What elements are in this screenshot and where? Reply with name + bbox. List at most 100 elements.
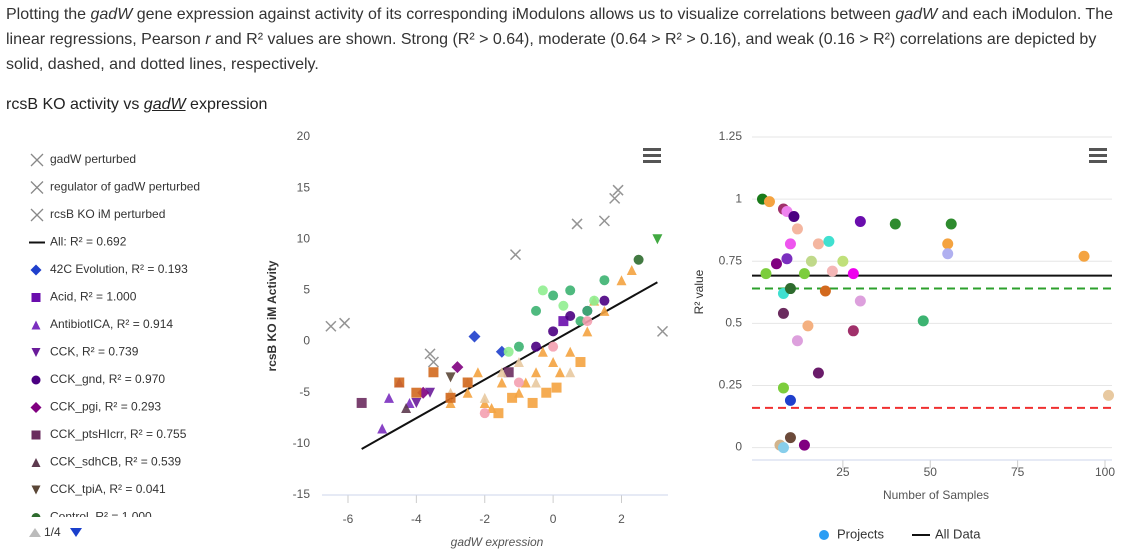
y-tick-label: -5 xyxy=(299,385,310,399)
legend-symbol xyxy=(819,530,829,540)
point xyxy=(30,264,42,276)
legend-prev[interactable] xyxy=(29,528,41,537)
y-tick-label: 15 xyxy=(297,180,311,194)
point xyxy=(889,218,901,230)
point xyxy=(598,215,610,227)
point xyxy=(812,367,824,379)
x-tick-label: -4 xyxy=(411,512,422,526)
x-axis-label: gadW expression xyxy=(451,535,544,549)
legend-label: CCK_gnd, R² = 0.970 xyxy=(50,372,165,386)
point xyxy=(791,335,803,347)
point xyxy=(788,211,800,223)
point xyxy=(31,320,41,330)
text: and R² values are shown. Strong (R² > 0.… xyxy=(6,31,1097,73)
point xyxy=(451,361,464,374)
point xyxy=(445,372,456,383)
y-tick-label: 0.25 xyxy=(719,378,743,392)
legend-label: CCK_sdhCB, R² = 0.539 xyxy=(50,455,181,469)
point xyxy=(942,248,954,260)
legend-next[interactable] xyxy=(70,528,82,537)
point xyxy=(823,235,835,247)
point xyxy=(531,341,542,352)
legend-label: Control, R² = 1.000 xyxy=(50,510,152,524)
point xyxy=(798,268,810,280)
legend-label: AntibiotICA, R² = 0.914 xyxy=(50,317,173,331)
point xyxy=(496,367,507,378)
point xyxy=(589,295,600,306)
point xyxy=(479,408,490,419)
point xyxy=(493,408,504,419)
point xyxy=(31,513,41,517)
point xyxy=(781,253,793,265)
point xyxy=(548,290,559,301)
point xyxy=(31,485,41,495)
point xyxy=(760,268,772,280)
point xyxy=(854,295,866,307)
x-tick-label: 100 xyxy=(1095,465,1115,479)
point xyxy=(479,397,490,408)
point xyxy=(503,346,514,357)
point xyxy=(599,305,610,316)
point xyxy=(571,218,583,230)
point xyxy=(837,255,849,267)
x-tick-label: 75 xyxy=(1011,465,1025,479)
legend-label: gadW perturbed xyxy=(50,152,136,166)
section-title: rcsB KO activity vs gadW expression xyxy=(6,96,267,114)
point xyxy=(805,255,817,267)
point xyxy=(496,377,507,388)
point xyxy=(339,317,351,329)
point xyxy=(411,387,422,398)
text: gadW xyxy=(90,6,133,23)
point xyxy=(513,341,524,352)
point xyxy=(548,326,559,337)
y-tick-label: -15 xyxy=(293,487,311,501)
legend-symbol xyxy=(30,208,44,222)
text: gadW xyxy=(143,96,186,113)
legend-label: CCK, R² = 0.739 xyxy=(50,345,139,359)
point xyxy=(599,295,610,306)
point xyxy=(356,397,367,408)
y-tick-label: 10 xyxy=(297,231,311,245)
point xyxy=(565,285,576,296)
point xyxy=(812,238,824,250)
point xyxy=(777,442,789,454)
point xyxy=(541,387,552,398)
point xyxy=(551,382,562,393)
menu-button[interactable] xyxy=(1089,148,1107,163)
y-axis-label: R² value xyxy=(692,269,706,314)
point xyxy=(30,402,42,413)
text: expression xyxy=(185,96,268,113)
y-tick-label: 20 xyxy=(297,129,311,143)
point xyxy=(537,346,548,357)
point xyxy=(784,394,796,406)
point xyxy=(531,367,542,378)
point xyxy=(616,275,627,286)
point xyxy=(558,300,569,311)
point xyxy=(411,397,422,408)
point xyxy=(1078,250,1090,262)
point xyxy=(575,357,586,368)
point xyxy=(626,264,637,275)
legend-symbol xyxy=(30,153,44,167)
point xyxy=(445,392,456,403)
point xyxy=(942,238,954,250)
point xyxy=(777,382,789,394)
legend-label: Acid, R² = 1.000 xyxy=(50,290,137,304)
legend: gadW perturbed regulator of gadW perturbe… xyxy=(29,152,200,524)
text: Plotting the xyxy=(6,6,91,23)
point xyxy=(548,357,559,368)
point xyxy=(819,285,831,297)
point xyxy=(31,348,41,357)
point xyxy=(558,316,569,327)
legend-label: regulator of gadW perturbed xyxy=(50,180,200,194)
y-tick-label: 1.25 xyxy=(719,129,743,143)
menu-button[interactable] xyxy=(643,148,661,163)
point xyxy=(445,397,456,408)
point xyxy=(565,346,576,357)
point xyxy=(377,423,388,434)
point xyxy=(784,283,796,295)
point xyxy=(31,293,41,302)
point xyxy=(847,325,859,337)
